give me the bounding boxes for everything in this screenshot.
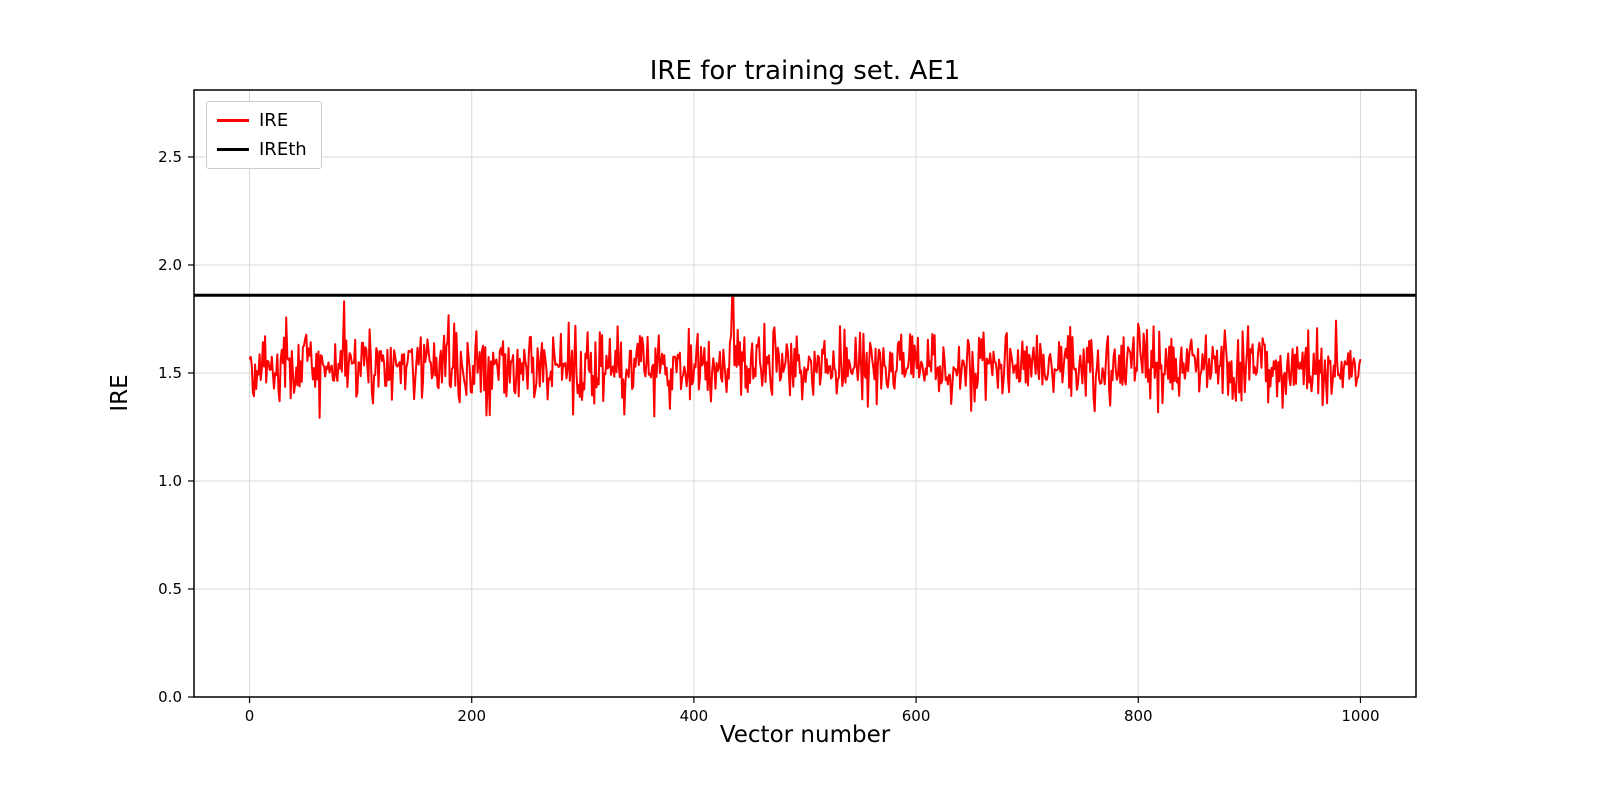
legend: IRE IREth [206,101,322,169]
legend-label-ire: IRE [259,110,289,131]
x-axis-label: Vector number [719,722,891,748]
y-tick-label: 0.0 [158,688,182,706]
x-tick-label: 200 [457,707,486,725]
y-tick-label: 0.5 [158,580,182,598]
y-tick-label: 2.0 [158,256,182,274]
x-tick-label: 0 [245,707,255,725]
y-tick-label: 1.5 [158,364,182,382]
legend-item-ireth: IREth [217,139,307,160]
legend-swatch-ireth-icon [217,148,249,151]
x-tick-label: 1000 [1341,707,1379,725]
y-tick-label: 2.5 [158,148,182,166]
x-tick-label: 400 [680,707,709,725]
x-tick-label: 800 [1124,707,1153,725]
x-tick-label: 600 [902,707,931,725]
legend-label-ireth: IREth [259,139,307,160]
legend-item-ire: IRE [217,110,307,131]
ire-series-line [248,295,1362,419]
chart-title: IRE for training set. AE1 [649,56,961,86]
legend-swatch-ire-icon [217,119,249,122]
axes-border [193,89,1417,698]
y-tick-label: 1.0 [158,472,182,490]
